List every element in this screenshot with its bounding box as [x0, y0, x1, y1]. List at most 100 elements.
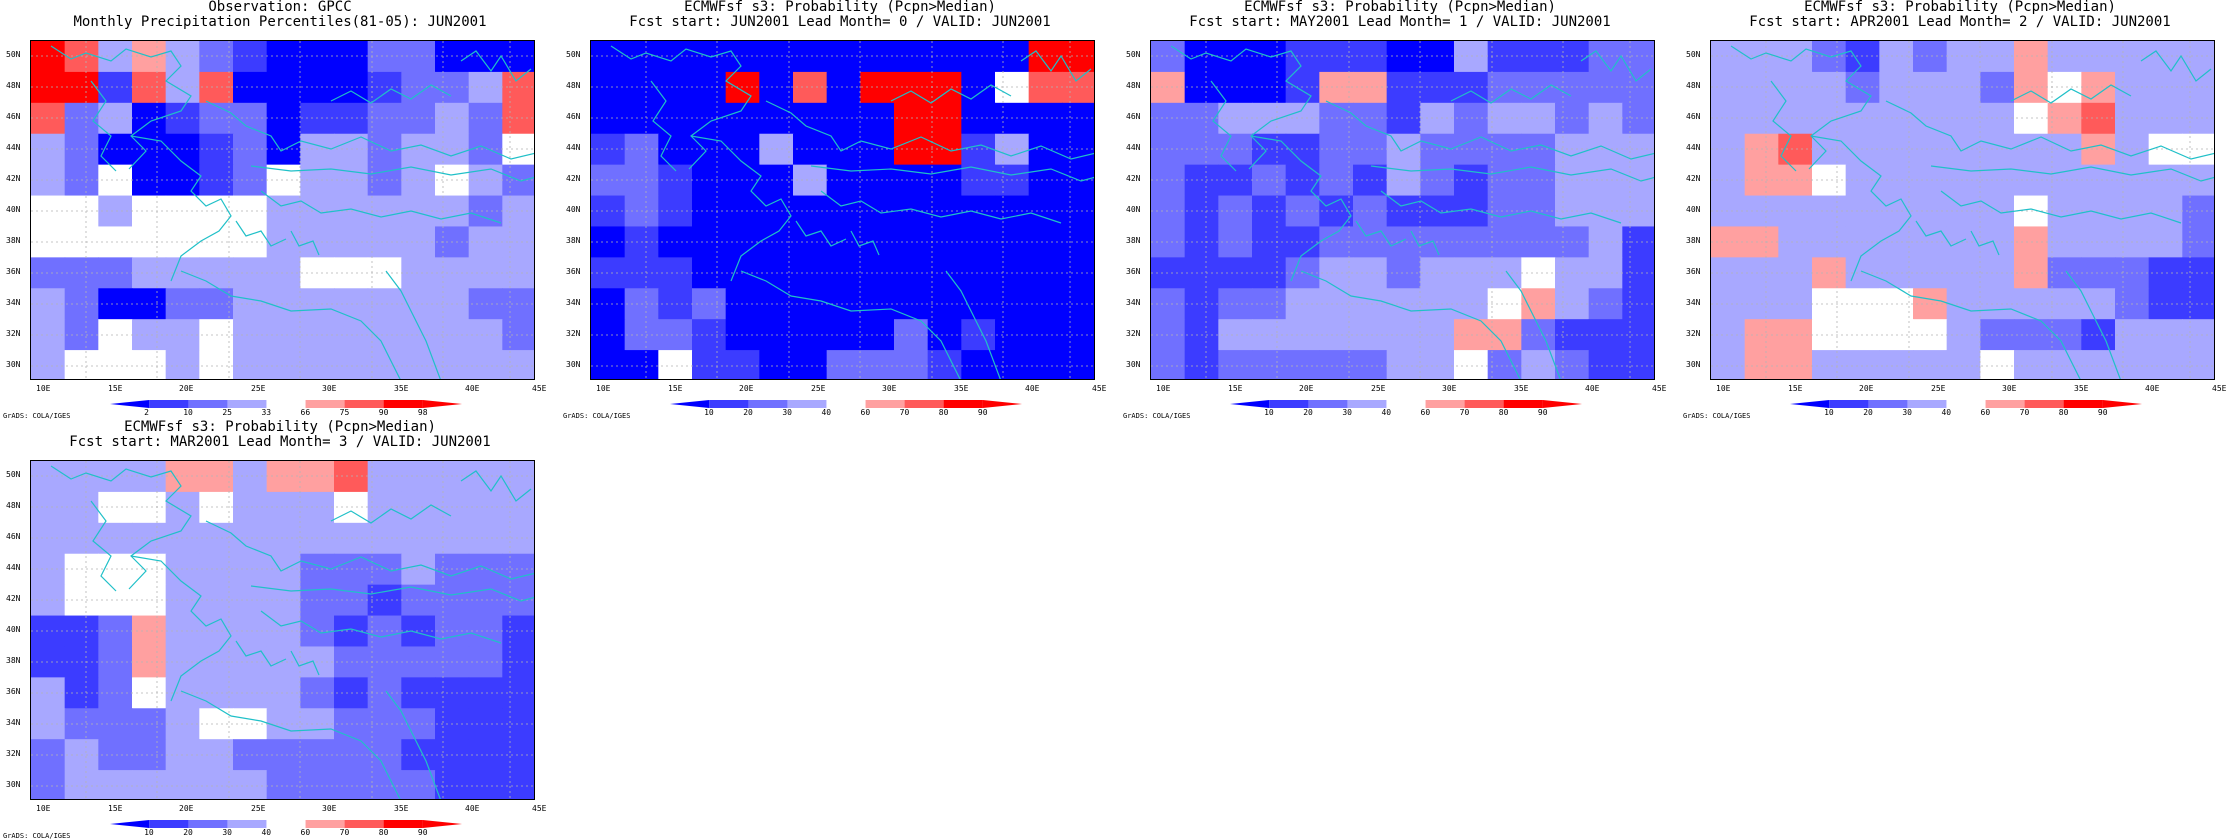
grid-cell	[2182, 350, 2214, 379]
grid-cell	[132, 102, 167, 135]
grid-cell	[1184, 41, 1219, 73]
longitude-tick-label: 15E	[1788, 384, 1803, 393]
colorbar-label: 90	[977, 408, 988, 417]
grid-cell	[1487, 350, 1522, 379]
map-frame	[30, 460, 535, 800]
grid-cell	[1980, 102, 2015, 135]
coastline	[130, 555, 232, 702]
panel-subtitle: Fcst start: APR2001 Lead Month= 2 / VALI…	[1749, 14, 2171, 30]
grid-cell	[199, 41, 234, 73]
grid-cell	[927, 102, 962, 135]
colorbar-label: 20	[1303, 408, 1313, 417]
colorbar-segment	[188, 400, 228, 408]
colorbar-segment	[110, 400, 150, 408]
grid-cell	[1711, 350, 1746, 379]
grid-cell	[165, 350, 200, 379]
grid-cell	[502, 461, 534, 493]
grid-cell	[233, 102, 268, 135]
grid-cell	[132, 522, 167, 555]
coastline	[205, 520, 534, 580]
longitude-tick-label: 40E	[465, 384, 480, 393]
panel-observation-gpcc: Observation: GPCC Monthly Precipitation P…	[0, 0, 560, 420]
grid-cell	[502, 522, 534, 555]
latitude-tick-label: 30N	[6, 780, 21, 789]
colorbar-segment	[227, 400, 267, 408]
grid-cell	[793, 350, 828, 379]
grid-cell	[624, 71, 659, 104]
grid-cell	[1420, 102, 1455, 135]
colorbar-segment	[865, 400, 906, 408]
grid-cell	[502, 71, 534, 104]
longitude-tick-label: 20E	[1859, 384, 1874, 393]
map-frame	[590, 40, 1095, 380]
colorbar-segment	[1907, 400, 1947, 408]
colorbar-label: 98	[417, 408, 428, 417]
grid-cell	[401, 491, 436, 524]
grid-cell	[759, 71, 794, 104]
grid-cell	[502, 491, 534, 524]
colorbar-label: 20	[183, 828, 193, 837]
latitude-tick-label: 50N	[1126, 50, 1141, 59]
grid-cell	[1521, 133, 1556, 166]
grid-cell	[199, 770, 234, 799]
grid-cell	[468, 71, 503, 104]
grid-cell	[1151, 350, 1186, 379]
grid-cell	[1184, 102, 1219, 135]
colorbar-label: 30	[1902, 408, 1912, 417]
grid-cell	[199, 71, 234, 104]
grid-cell	[199, 102, 234, 135]
grid-cell	[64, 553, 99, 586]
grid-cell	[199, 553, 234, 586]
grid-cell	[1218, 133, 1253, 166]
latitude-tick-label: 48N	[6, 81, 21, 90]
colorbar-segment	[748, 400, 788, 408]
latitude-tick-label: 32N	[566, 329, 581, 338]
latitude-tick-label: 38N	[1126, 236, 1141, 245]
grid-cell	[894, 350, 929, 379]
colorbar-segment	[670, 400, 710, 408]
grid-cell	[995, 41, 1030, 73]
grid-cell	[591, 133, 626, 166]
panel-subtitle: Fcst start: JUN2001 Lead Month= 0 / VALI…	[629, 14, 1051, 30]
longitude-tick-label: 25E	[811, 384, 826, 393]
grid-cell	[468, 41, 503, 73]
grid-cell	[658, 102, 693, 135]
colorbar-label: 10	[704, 408, 714, 417]
colorbar-label: 20	[1863, 408, 1873, 417]
coastline	[850, 230, 880, 256]
coastline	[90, 500, 117, 592]
coastline	[460, 50, 532, 82]
grid-cell	[31, 102, 66, 135]
grads-credit: GrADS: COLA/IGES	[3, 412, 71, 420]
grid-cell	[1285, 41, 1320, 73]
grid-cell	[435, 491, 470, 524]
latitude-tick-label: 46N	[1686, 112, 1701, 121]
grid-cell	[1454, 41, 1489, 73]
grid-cell	[367, 71, 402, 104]
colorbar-label: 2	[144, 408, 149, 417]
grid-cell	[1353, 71, 1388, 104]
grid-cell	[1879, 41, 1914, 73]
grid-cell	[266, 350, 301, 379]
coastline	[1915, 220, 1967, 247]
grid-cell	[995, 133, 1030, 166]
panel-lead-2: ECMWFsf s3: Probability (Pcpn>Median) Fcs…	[1680, 0, 2240, 420]
grid-cell	[793, 102, 828, 135]
grid-cell	[1845, 71, 1880, 104]
grid-cell	[1812, 71, 1847, 104]
coastline	[250, 585, 534, 602]
probability-grid	[591, 41, 1094, 379]
colorbar-label: 60	[1420, 408, 1431, 417]
colorbar-segment	[344, 820, 385, 828]
grid-cell	[1588, 71, 1623, 104]
grid-cell	[1879, 350, 1914, 379]
colorbar-segment	[344, 400, 385, 408]
grid-cell	[2047, 350, 2082, 379]
grid-cell	[1622, 133, 1654, 166]
grid-cell	[367, 491, 402, 524]
grid-cell	[165, 133, 200, 166]
grid-cell	[1184, 350, 1219, 379]
grid-cell	[64, 41, 99, 73]
latitude-tick-label: 48N	[6, 501, 21, 510]
grid-cell	[995, 102, 1030, 135]
